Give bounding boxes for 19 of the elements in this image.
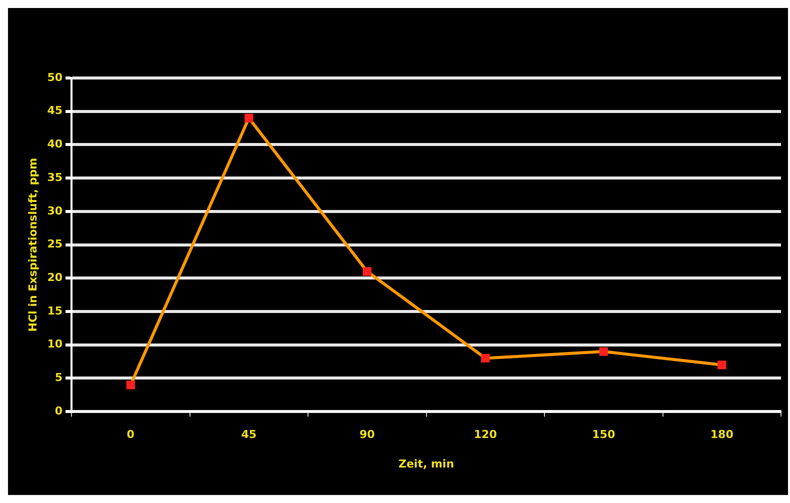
y-tick-label: 20: [47, 271, 63, 284]
x-axis-title: Zeit, min: [398, 457, 454, 470]
y-tick-label: 5: [54, 371, 63, 384]
x-tick-label: 180: [710, 428, 734, 442]
y-tick-label: 30: [47, 204, 63, 218]
x-tick-label: 150: [592, 428, 616, 442]
y-axis-title: HCl in Exspirationsluft, ppm: [26, 158, 40, 332]
y-tick-label: 15: [47, 304, 63, 318]
x-tick-label: 0: [126, 428, 135, 442]
y-tick-label: 10: [47, 338, 63, 351]
x-tick-label: 45: [241, 428, 257, 442]
x-tick-label: 120: [474, 428, 498, 442]
y-tick-label: 35: [47, 170, 63, 184]
y-tick-label: 0: [54, 404, 63, 418]
y-tick-label: 40: [47, 138, 63, 151]
x-tick-label: 90: [359, 428, 376, 442]
y-tick-label: 45: [47, 104, 63, 118]
y-tick-label: 50: [47, 70, 63, 84]
y-tick-label: 25: [47, 238, 63, 251]
